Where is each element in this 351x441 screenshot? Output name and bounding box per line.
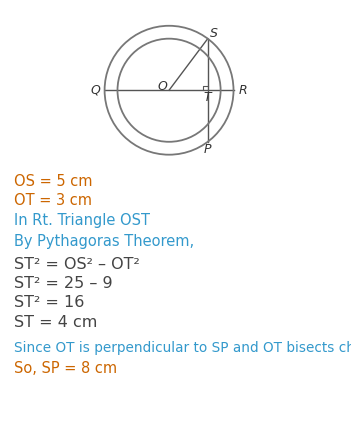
Text: ST² = OS² – OT²: ST² = OS² – OT² <box>14 257 140 272</box>
Text: S: S <box>210 27 218 40</box>
Text: By Pythagoras Theorem,: By Pythagoras Theorem, <box>14 234 194 249</box>
Text: ST² = 16: ST² = 16 <box>14 295 84 310</box>
Text: R: R <box>238 84 247 97</box>
Text: T: T <box>204 91 212 105</box>
Text: O: O <box>158 80 167 93</box>
Text: Since OT is perpendicular to SP and OT bisects chord SP: Since OT is perpendicular to SP and OT b… <box>14 341 351 355</box>
Text: ST = 4 cm: ST = 4 cm <box>14 314 98 329</box>
Text: Q: Q <box>91 84 100 97</box>
Text: OS = 5 cm: OS = 5 cm <box>14 174 93 189</box>
Text: ST² = 25 – 9: ST² = 25 – 9 <box>14 276 113 292</box>
Text: P: P <box>204 143 211 156</box>
Text: OT = 3 cm: OT = 3 cm <box>14 193 92 208</box>
Text: So, SP = 8 cm: So, SP = 8 cm <box>14 361 117 376</box>
Text: In Rt. Triangle OST: In Rt. Triangle OST <box>14 213 150 228</box>
